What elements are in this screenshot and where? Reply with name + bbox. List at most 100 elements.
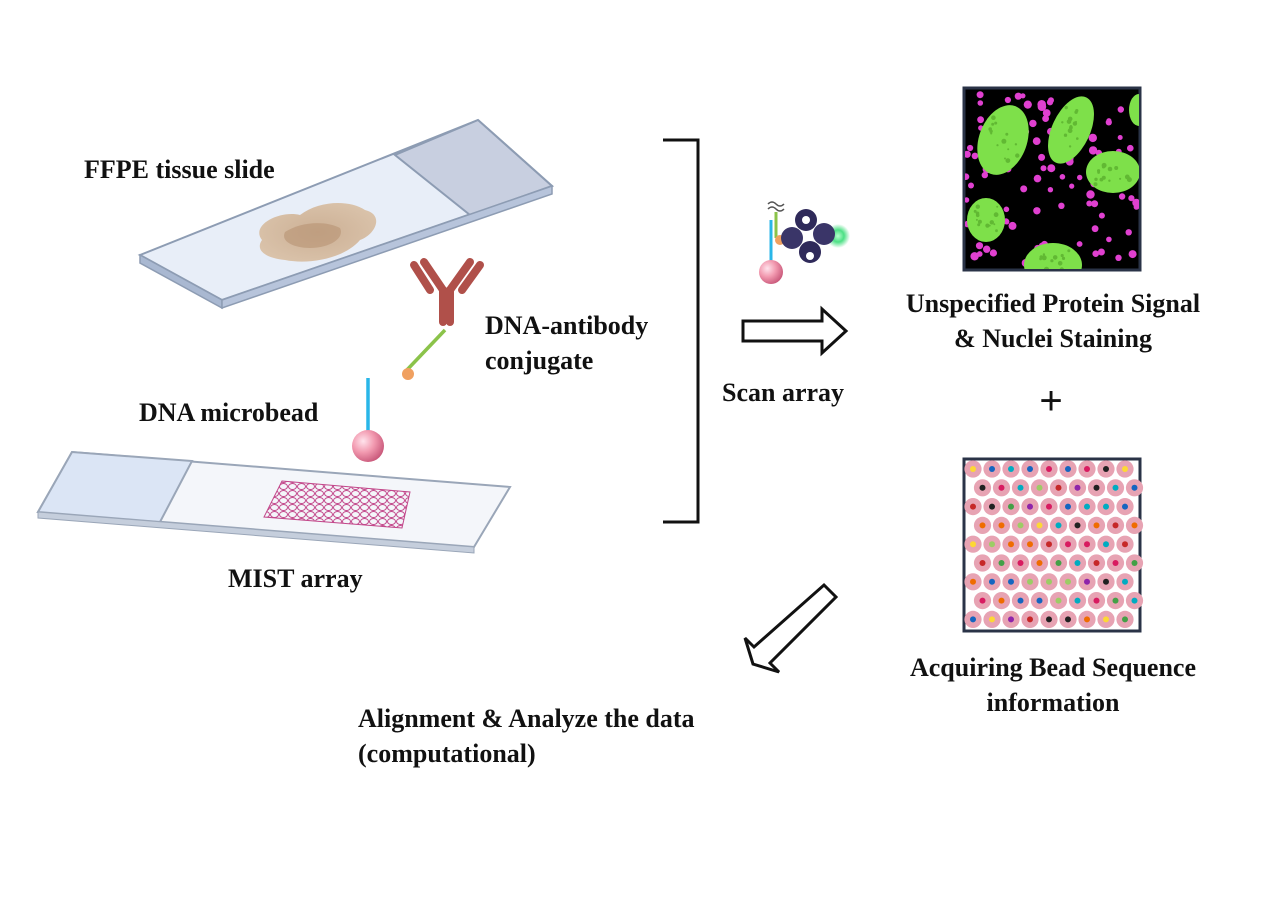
bead-barcode-dot [1093, 522, 1100, 529]
nucleus-texture [993, 212, 999, 218]
bead-barcode-dot [1046, 503, 1052, 510]
bead-barcode-dot [1046, 578, 1052, 585]
bead-barcode-dot [1112, 560, 1119, 566]
protein-signal-dot [1046, 99, 1054, 106]
scan-arrow-icon[interactable] [741, 305, 849, 357]
nucleus-texture [1119, 177, 1122, 180]
bead-barcode-dot [1131, 560, 1138, 566]
nucleus-texture [1063, 133, 1068, 137]
bead-sequence-image-icon [962, 457, 1144, 633]
protein-signal-dot [1091, 200, 1099, 208]
dna-microbead-icon [352, 378, 384, 462]
nucleus-texture [1067, 116, 1073, 122]
microbead-label: DNA microbead [139, 398, 319, 427]
protein-signal-dot [1115, 254, 1122, 261]
protein-signal-dot [965, 150, 971, 158]
protein-signal-dot [1097, 248, 1105, 256]
protein-signal-dot [975, 242, 984, 250]
bead-barcode-dot [1046, 541, 1052, 548]
bead-barcode-dot [1112, 597, 1119, 604]
bead-seq-label-line1: Acquiring Bead Sequence [910, 653, 1196, 682]
protein-signal-dot [1059, 174, 1066, 180]
protein-signal-dot [977, 116, 984, 124]
bead-barcode-dot [1027, 503, 1033, 510]
protein-signal-dot [1004, 96, 1012, 104]
nucleus-texture [1101, 162, 1107, 168]
nucleus-texture [1039, 255, 1044, 259]
nucleus-texture [996, 205, 999, 208]
protein-signal-dot [1023, 100, 1032, 109]
protein-signal-dot [983, 245, 991, 253]
bead-barcode-dot [1065, 578, 1071, 585]
bead-barcode-dot [1131, 597, 1138, 604]
protein-signal-dot [1118, 193, 1126, 200]
bead-barcode-dot [970, 578, 976, 585]
protein-signal-dot [1091, 225, 1099, 233]
bead-barcode-dot [979, 522, 986, 529]
protein-signal-dot [1133, 204, 1139, 210]
bead-barcode-dot [979, 597, 986, 604]
protein-signal-dot [1092, 250, 1099, 257]
mist-array-slide-icon [36, 450, 512, 554]
protein-signal-dot [977, 100, 984, 106]
nucleus-texture [1124, 174, 1130, 180]
protein-signal-dot [1033, 207, 1041, 215]
protein-signal-dot [1088, 133, 1098, 143]
bead-barcode-dot [1027, 466, 1033, 472]
bead-barcode-dot [1027, 541, 1033, 548]
bead-barcode-dot [1055, 597, 1062, 604]
protein-signal-dot [1125, 229, 1132, 236]
plus-sign: + [1039, 379, 1062, 423]
bead-barcode-dot [1122, 503, 1128, 510]
bead-barcode-dot [970, 541, 976, 548]
antibody-icon [410, 258, 484, 326]
bead-barcode-dot [1122, 578, 1128, 585]
bead-barcode-dot [979, 560, 986, 566]
bead-barcode-dot [998, 484, 1005, 491]
nucleus-texture [1052, 255, 1058, 260]
protein-signal-dot [1040, 165, 1047, 172]
bead-barcode-dot [979, 484, 986, 491]
align-label-line1: Alignment & Analyze the data [358, 704, 695, 733]
nucleus-texture [1093, 182, 1098, 187]
bead-barcode-dot [1008, 503, 1014, 510]
mist-label: MIST array [228, 564, 363, 593]
nucleus-texture [1042, 253, 1046, 256]
protein-signal-dot [1003, 206, 1010, 213]
nucleus-texture [975, 213, 980, 218]
bead-barcode-dot [989, 466, 995, 472]
nucleus-texture [1068, 145, 1072, 148]
bracket-icon [663, 138, 700, 524]
bead-barcode-dot [989, 541, 995, 548]
nucleus-texture [1075, 109, 1079, 113]
bead-barcode-dot [1065, 503, 1071, 510]
protein-signal-dot [1106, 236, 1112, 243]
bead-binding-icon [759, 201, 850, 284]
return-arrow-icon[interactable] [743, 582, 839, 674]
bead-barcode-dot [1084, 578, 1090, 585]
nucleus-texture [1014, 143, 1018, 146]
nucleus-texture [977, 223, 981, 227]
bead-seq-label-line2: information [987, 688, 1120, 717]
bead-barcode-dot [1103, 541, 1109, 548]
bead-barcode-dot [1055, 560, 1062, 566]
bead-barcode-dot [1017, 560, 1024, 566]
nucleus-texture [1067, 249, 1071, 253]
nucleus-texture [1015, 153, 1020, 158]
bead-barcode-dot [1036, 522, 1043, 529]
nucleus-texture [977, 219, 982, 224]
bead-barcode-dot [970, 503, 976, 510]
bead-barcode-dot [1027, 616, 1033, 623]
bead-barcode-dot [1084, 466, 1090, 472]
protein-signal-dot [976, 251, 983, 257]
bead-barcode-dot [1122, 541, 1128, 548]
nucleus-texture [1067, 128, 1073, 134]
nucleus-texture [1114, 166, 1119, 170]
bead-barcode-dot [1084, 503, 1090, 510]
protein-signal-dot [1117, 106, 1125, 113]
protein-signal-dot [965, 173, 970, 180]
nucleus-texture [1001, 138, 1007, 144]
bead-barcode-dot [998, 560, 1005, 566]
nucleus-texture [989, 220, 994, 225]
